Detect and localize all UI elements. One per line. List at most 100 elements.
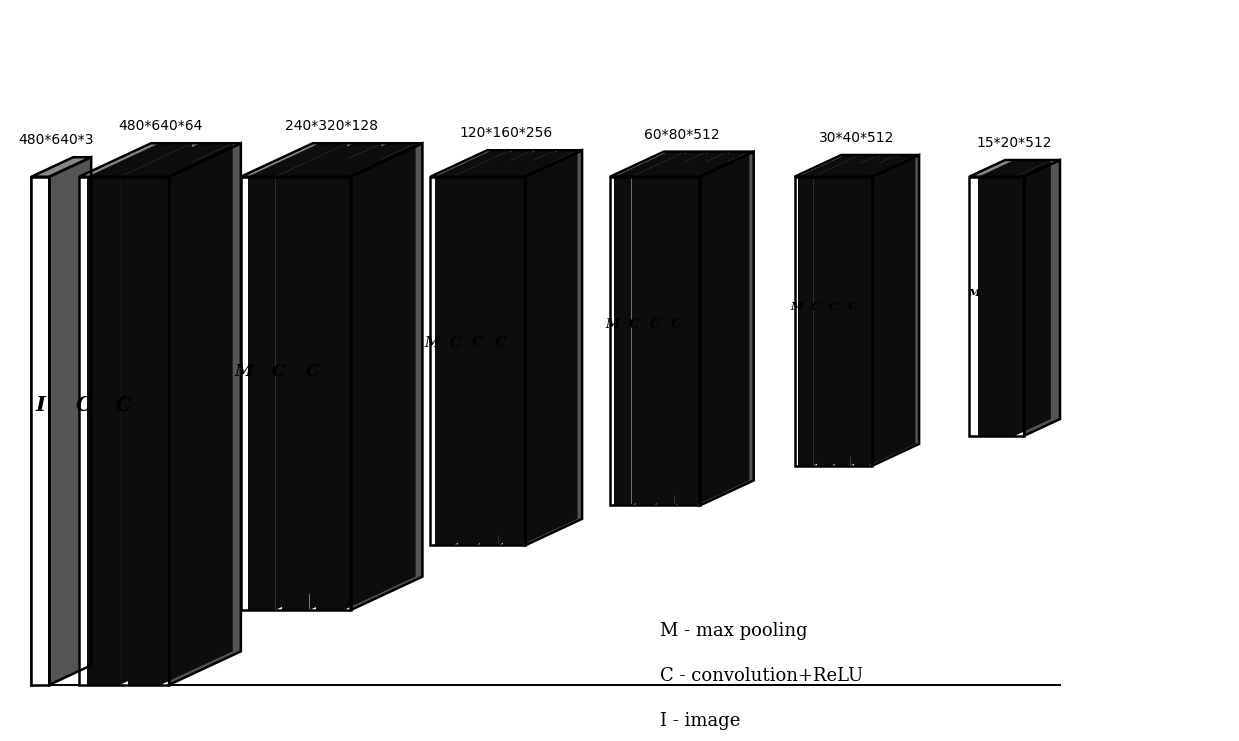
Polygon shape [615, 177, 632, 505]
Polygon shape [128, 143, 233, 177]
Text: M: M [605, 318, 620, 331]
Text: C: C [494, 336, 507, 350]
Text: C - convolution+ReLU: C - convolution+ReLU [660, 667, 864, 685]
Polygon shape [854, 177, 869, 465]
Polygon shape [31, 177, 50, 685]
Polygon shape [240, 177, 351, 610]
Polygon shape [872, 155, 919, 465]
Polygon shape [503, 150, 577, 177]
Polygon shape [794, 177, 872, 465]
Polygon shape [282, 143, 382, 177]
Polygon shape [476, 150, 533, 545]
Polygon shape [835, 177, 850, 465]
Polygon shape [700, 152, 753, 505]
Text: C: C [829, 302, 838, 312]
Polygon shape [632, 152, 685, 505]
Polygon shape [969, 160, 1061, 177]
Polygon shape [316, 177, 343, 610]
Polygon shape [695, 152, 750, 505]
Polygon shape [798, 155, 860, 177]
Polygon shape [969, 177, 1025, 436]
Polygon shape [835, 155, 897, 177]
Polygon shape [457, 150, 533, 177]
Polygon shape [610, 177, 700, 505]
Text: C: C [472, 336, 483, 350]
Polygon shape [525, 150, 582, 545]
Text: M: M [425, 336, 441, 350]
Polygon shape [657, 152, 729, 177]
Polygon shape [435, 177, 453, 545]
Text: C: C [847, 302, 856, 312]
Polygon shape [457, 177, 476, 545]
Text: M - max pooling: M - max pooling [660, 622, 808, 640]
Polygon shape [1025, 160, 1061, 436]
Polygon shape [453, 150, 510, 545]
Text: I: I [35, 396, 46, 416]
Polygon shape [248, 177, 275, 610]
Text: M: M [790, 302, 803, 312]
Polygon shape [79, 177, 169, 685]
Text: C: C [628, 318, 638, 331]
Polygon shape [636, 152, 706, 177]
Polygon shape [503, 177, 520, 545]
Text: C: C [306, 363, 320, 380]
Text: M: M [235, 363, 254, 380]
Polygon shape [435, 150, 510, 177]
Polygon shape [316, 143, 415, 177]
Polygon shape [653, 152, 706, 505]
Polygon shape [679, 177, 695, 505]
Text: M: M [968, 289, 979, 298]
Polygon shape [169, 143, 240, 685]
Polygon shape [275, 143, 347, 610]
Polygon shape [498, 150, 555, 545]
Text: C: C [672, 318, 681, 331]
Text: 60*80*512: 60*80*512 [644, 127, 720, 142]
Polygon shape [31, 157, 92, 177]
Polygon shape [128, 177, 161, 685]
Text: C: C [116, 396, 133, 416]
Polygon shape [979, 177, 1015, 436]
Polygon shape [310, 143, 382, 610]
Text: C: C [810, 302, 819, 312]
Polygon shape [248, 143, 347, 177]
Polygon shape [479, 150, 555, 177]
Polygon shape [679, 152, 750, 177]
Polygon shape [854, 155, 916, 177]
Text: 480*640*3: 480*640*3 [19, 133, 94, 147]
Polygon shape [615, 152, 685, 177]
Polygon shape [817, 177, 831, 465]
Polygon shape [979, 160, 1051, 177]
Text: 30*40*512: 30*40*512 [819, 131, 895, 145]
Polygon shape [869, 155, 916, 465]
Text: 480*640*64: 480*640*64 [118, 119, 202, 133]
Polygon shape [657, 177, 674, 505]
Polygon shape [610, 152, 753, 177]
Text: 240*320*128: 240*320*128 [285, 119, 378, 133]
Polygon shape [343, 143, 415, 610]
Text: C: C [649, 318, 660, 331]
Polygon shape [430, 177, 525, 545]
Polygon shape [798, 177, 813, 465]
Polygon shape [1015, 160, 1051, 436]
Text: 15*20*512: 15*20*512 [976, 136, 1052, 150]
Polygon shape [120, 143, 192, 685]
Polygon shape [88, 177, 120, 685]
Polygon shape [88, 143, 192, 177]
Text: 120*160*256: 120*160*256 [460, 126, 553, 140]
Polygon shape [636, 177, 653, 505]
Polygon shape [430, 150, 582, 177]
Polygon shape [240, 143, 422, 177]
Polygon shape [479, 177, 498, 545]
Polygon shape [79, 143, 240, 177]
Polygon shape [50, 157, 92, 685]
Text: I - image: I - image [660, 711, 740, 730]
Polygon shape [794, 155, 919, 177]
Polygon shape [813, 155, 860, 465]
Polygon shape [850, 155, 897, 465]
Polygon shape [674, 152, 729, 505]
Text: C: C [450, 336, 461, 350]
Polygon shape [282, 177, 310, 610]
Polygon shape [817, 155, 878, 177]
Text: C: C [271, 363, 285, 380]
Polygon shape [161, 143, 233, 685]
